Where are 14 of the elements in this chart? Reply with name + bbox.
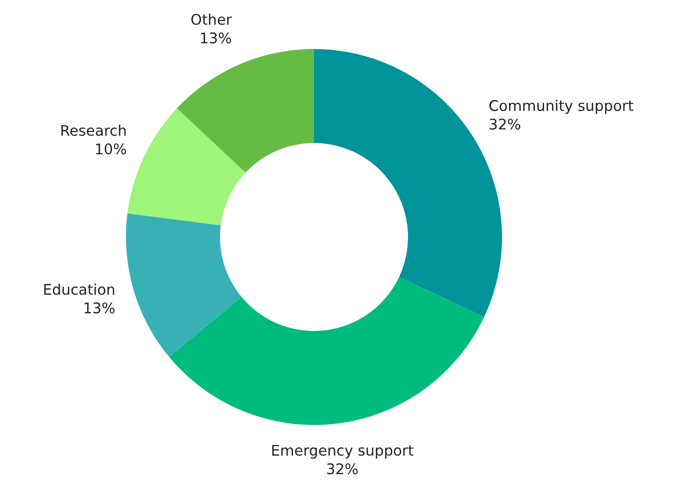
data-label: 10% — [96, 143, 126, 154]
data-label: 13% — [201, 32, 232, 44]
donut-slice — [169, 277, 484, 425]
slice-label: Other — [191, 14, 232, 25]
slice-label: Education — [44, 284, 114, 295]
slice-label: Research — [61, 124, 126, 136]
donut-slice — [176, 49, 314, 173]
donut-slice — [126, 213, 242, 357]
data-label: 32% — [490, 118, 520, 130]
slice-label: Community support — [489, 100, 634, 114]
data-label: 13% — [84, 302, 115, 314]
slice-label: Emergency support — [272, 444, 414, 459]
data-label: 32% — [327, 463, 358, 474]
donut-slice — [127, 108, 246, 226]
